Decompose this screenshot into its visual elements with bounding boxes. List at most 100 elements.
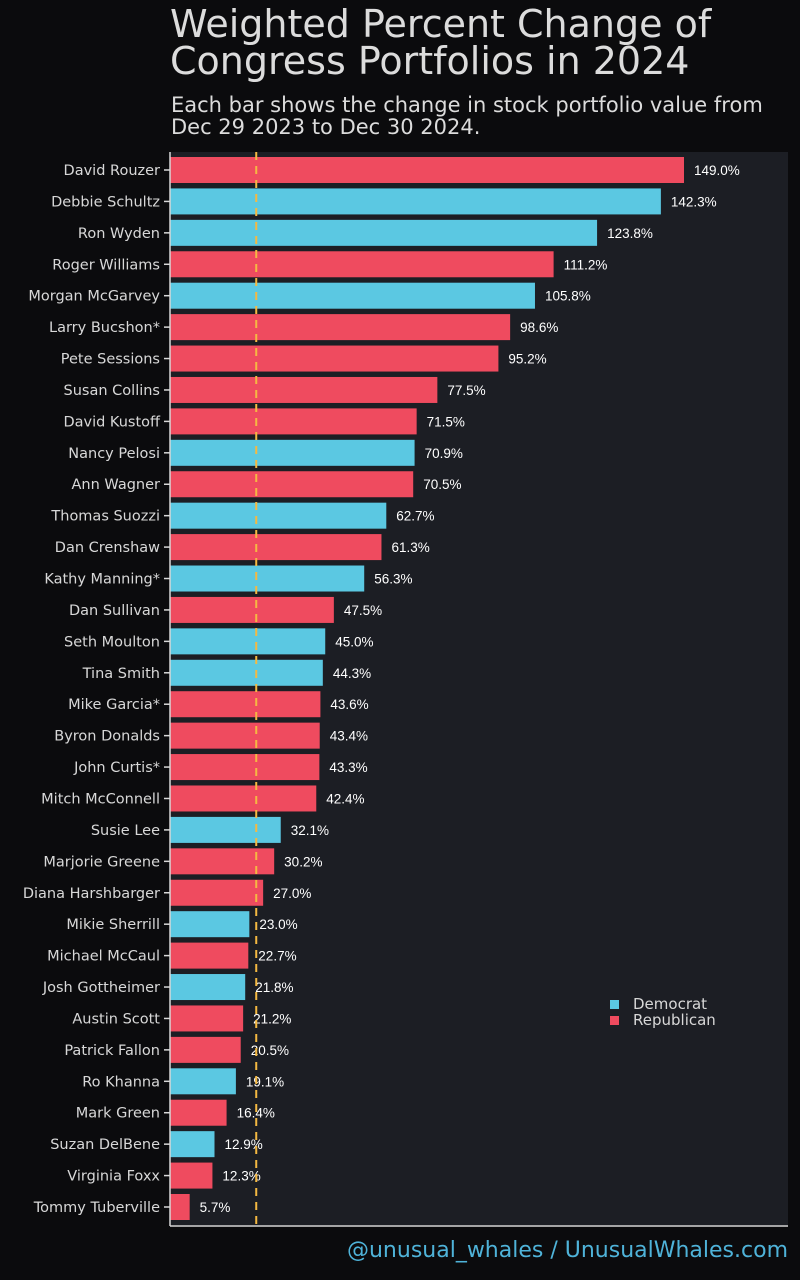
value-label: 5.7% — [200, 1200, 231, 1215]
value-label: 43.6% — [330, 697, 368, 712]
value-label: 70.9% — [425, 446, 463, 461]
value-label: 19.1% — [246, 1074, 284, 1089]
value-label: 21.8% — [255, 980, 293, 995]
bar — [170, 251, 554, 278]
value-label: 12.9% — [225, 1137, 263, 1152]
category-label: Dan Sullivan — [69, 603, 160, 619]
democrat-swatch — [610, 999, 619, 1009]
category-label: Tommy Tuberville — [33, 1200, 160, 1216]
value-label: 12.3% — [222, 1169, 260, 1184]
bar — [170, 691, 321, 718]
category-label: Debbie Schultz — [51, 194, 160, 210]
bar — [170, 1131, 215, 1158]
bar — [170, 219, 598, 246]
bar — [170, 911, 250, 938]
category-label: Mitch McConnell — [41, 791, 160, 807]
bar — [170, 439, 415, 466]
category-label: Susie Lee — [91, 823, 160, 839]
bar — [170, 314, 511, 341]
legend-item-republican: Republican — [610, 1012, 716, 1028]
value-label: 77.5% — [447, 383, 485, 398]
bar — [170, 879, 264, 906]
value-label: 44.3% — [333, 666, 371, 681]
bar — [170, 628, 326, 655]
bar — [170, 502, 387, 529]
category-label: Diana Harshbarger — [23, 886, 160, 902]
bar — [170, 565, 365, 592]
category-label: David Rouzer — [64, 163, 160, 179]
value-label: 71.5% — [427, 414, 465, 429]
value-label: 43.4% — [330, 729, 368, 744]
category-label: Seth Moulton — [64, 634, 160, 650]
category-label: Virginia Foxx — [67, 1169, 160, 1185]
value-label: 105.8% — [545, 289, 591, 304]
bar — [170, 1068, 236, 1095]
category-label: Morgan McGarvey — [28, 289, 160, 305]
legend-label: Republican — [633, 1011, 716, 1029]
value-label: 22.7% — [258, 949, 296, 964]
category-label: Kathy Manning* — [44, 572, 160, 588]
value-label: 21.2% — [253, 1011, 291, 1026]
bar — [170, 785, 317, 812]
legend-label: Democrat — [633, 995, 708, 1013]
category-label: Ann Wagner — [72, 477, 161, 493]
value-label: 95.2% — [508, 352, 546, 367]
category-label: John Curtis* — [73, 760, 160, 776]
bar — [170, 816, 281, 843]
category-label: Josh Gottheimer — [42, 980, 160, 996]
chart-subtitle: Each bar shows the change in stock portf… — [171, 93, 763, 139]
value-label: 98.6% — [520, 320, 558, 335]
value-label: 70.5% — [423, 477, 461, 492]
bar — [170, 942, 249, 969]
value-label: 142.3% — [671, 194, 717, 209]
value-label: 30.2% — [284, 854, 322, 869]
bar — [170, 157, 684, 183]
category-label: Suzan DelBene — [50, 1137, 160, 1153]
category-label: Thomas Suozzi — [50, 509, 160, 525]
value-label: 149.0% — [694, 163, 740, 178]
category-label: Austin Scott — [72, 1011, 160, 1027]
bar — [170, 659, 323, 686]
category-label: Ro Khanna — [82, 1074, 160, 1090]
bar — [170, 974, 246, 1001]
bar — [170, 471, 414, 498]
bar — [170, 282, 535, 309]
value-label: 32.1% — [291, 823, 329, 838]
bar — [170, 345, 499, 372]
category-label: Nancy Pelosi — [68, 446, 160, 462]
value-label: 43.3% — [329, 760, 367, 775]
bar — [170, 534, 382, 561]
value-label: 61.3% — [391, 540, 429, 555]
category-label: Susan Collins — [64, 383, 160, 399]
value-label: 45.0% — [335, 634, 373, 649]
bar — [170, 1036, 241, 1063]
value-label: 20.5% — [251, 1043, 289, 1058]
bar — [170, 596, 334, 623]
bar — [170, 754, 320, 781]
plot-panel — [170, 152, 788, 1225]
category-label: Dan Crenshaw — [55, 540, 160, 556]
category-label: Mike Garcia* — [68, 697, 160, 713]
category-label: Marjorie Greene — [43, 854, 160, 870]
legend-item-democrat: Democrat — [610, 996, 716, 1012]
bar — [170, 722, 320, 749]
category-label: Michael McCaul — [47, 949, 160, 965]
category-label: Mark Green — [76, 1106, 160, 1122]
value-label: 47.5% — [344, 603, 382, 618]
category-label: Tina Smith — [82, 666, 160, 682]
category-label: David Kustoff — [63, 414, 161, 430]
bar — [170, 1162, 213, 1189]
value-label: 62.7% — [396, 509, 434, 524]
value-label: 23.0% — [259, 917, 297, 932]
value-label: 16.4% — [237, 1106, 275, 1121]
footer-credit: @unusual_whales / UnusualWhales.com — [346, 1238, 788, 1263]
category-label: Mikie Sherrill — [66, 917, 160, 933]
category-label: Ron Wyden — [78, 226, 160, 242]
category-label: Patrick Fallon — [64, 1043, 160, 1059]
value-label: 111.2% — [564, 257, 608, 272]
category-label: Pete Sessions — [61, 352, 160, 368]
bar — [170, 848, 275, 875]
chart-title: Weighted Percent Change of Congress Port… — [170, 2, 712, 83]
bar — [170, 1194, 190, 1220]
